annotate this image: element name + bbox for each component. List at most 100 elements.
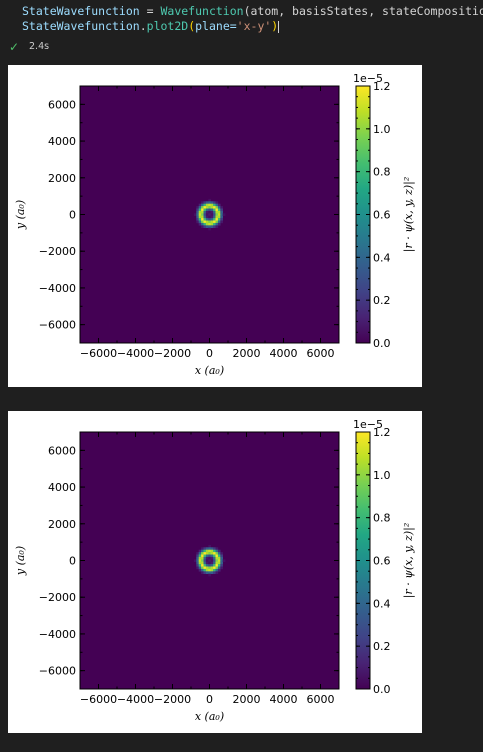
heatmap-cell — [196, 554, 199, 558]
heatmap-cell — [203, 222, 207, 226]
code-arguments: (atom, basisStates, stateComposition) — [243, 4, 483, 18]
colorbar-tick-label: 1.0 — [373, 469, 391, 482]
heatmap-cell — [203, 566, 207, 570]
heatmap-cell — [210, 213, 214, 216]
heatmap-cell — [201, 568, 204, 572]
heatmap-cell — [203, 547, 207, 550]
heatmap-cell — [215, 213, 219, 216]
heatmap-cell — [215, 203, 219, 207]
y-axis-label: y (a₀) — [14, 546, 27, 576]
heatmap-cell — [213, 215, 216, 219]
heatmap-cell — [208, 225, 211, 228]
heatmap-svg: −6000 −4000 −2000 0 2000 4000 6000600040002000… — [14, 72, 416, 377]
heatmap-cell — [205, 201, 209, 204]
heatmap-cell — [203, 215, 207, 219]
heatmap-cell — [203, 564, 207, 567]
y-tick-label: 4000 — [48, 135, 76, 148]
heatmap-cell — [198, 559, 202, 562]
heatmap-cell — [201, 556, 204, 560]
heatmap-cell — [210, 552, 214, 555]
heatmap-cell — [201, 552, 204, 555]
heatmap-cell — [196, 206, 199, 209]
heatmap-cell — [198, 561, 202, 565]
heatmap-cell — [217, 215, 221, 219]
code-operator: = — [139, 4, 161, 18]
heatmap-cell — [220, 554, 223, 558]
x-tick-label: −2000 — [154, 693, 191, 706]
heatmap-cell — [210, 561, 214, 565]
heatmap-cell — [205, 203, 209, 207]
heatmap-cell — [215, 554, 219, 558]
heatmap-cell — [203, 559, 207, 562]
heatmap-cell — [203, 201, 207, 204]
heatmap-cell — [196, 552, 199, 555]
heatmap-cell — [210, 549, 214, 553]
heatmap-cell — [198, 556, 202, 560]
code-string: 'x-y' — [236, 19, 272, 33]
heatmap-cell — [201, 203, 204, 207]
x-tick-label: 0 — [206, 693, 213, 706]
heatmap-cell — [210, 554, 214, 558]
heatmap-cell — [198, 552, 202, 555]
heatmap-cell — [217, 568, 221, 572]
heatmap-cell — [201, 561, 204, 565]
colorbar-tick-label: 0.6 — [373, 555, 391, 568]
heatmap-cell — [198, 549, 202, 553]
colorbar-tick-label: 0.0 — [373, 337, 391, 350]
heatmap-cell — [208, 544, 211, 548]
heatmap-cell — [215, 218, 219, 221]
heatmap-cell — [205, 571, 209, 574]
heatmap-cell — [213, 559, 216, 562]
y-tick-label: 0 — [69, 209, 76, 222]
x-axis-label: x (a₀) — [195, 710, 224, 723]
y-tick-label: −2000 — [39, 245, 76, 258]
heatmap-cell — [220, 208, 223, 212]
heatmap-cell — [208, 198, 211, 202]
heatmap-cell — [210, 564, 214, 567]
heatmap-cell — [208, 556, 211, 560]
heatmap-cell — [205, 208, 209, 212]
heatmap-cell — [210, 208, 214, 212]
colorbar-label: |r · ψ(x, y, z)|² — [402, 177, 416, 253]
heatmap-cell — [196, 559, 199, 562]
heatmap-cell — [203, 554, 207, 558]
plot-figure-1: −6000 −4000 −2000 0 2000 4000 6000 6000 4000 2000… — [8, 65, 422, 387]
heatmap-cell — [208, 547, 211, 550]
heatmap-cell — [198, 206, 202, 209]
heatmap-cell — [210, 218, 214, 221]
heatmap-cell — [220, 210, 223, 214]
code-line-1[interactable]: StateWavefunction = Wavefunction(atom, b… — [22, 4, 483, 18]
heatmap-cell — [205, 213, 209, 216]
colorbar-tick-label: 0.8 — [373, 512, 391, 525]
heatmap-cell — [196, 215, 199, 219]
heatmap-cell — [208, 213, 211, 216]
heatmap-cell — [217, 566, 221, 570]
heatmap-cell — [196, 564, 199, 567]
x-tick-label: 0 — [206, 347, 213, 360]
heatmap-cell — [201, 547, 204, 550]
code-cell[interactable]: StateWavefunction = Wavefunction(atom, b… — [0, 0, 483, 34]
colorbar-scale-label: 1e−5 — [353, 418, 383, 431]
heatmap-cell — [198, 222, 202, 226]
code-keyword-arg: plane= — [195, 19, 237, 33]
heatmap-cell — [208, 227, 211, 231]
heatmap-cell — [220, 556, 223, 560]
heatmap-cell — [213, 201, 216, 204]
heatmap-cell — [220, 564, 223, 567]
heatmap-cell — [215, 564, 219, 567]
heatmap-cell — [217, 203, 221, 207]
x-tick-label: −4000 — [117, 693, 154, 706]
code-line-2[interactable]: StateWavefunction.plot2D(plane='x-y') — [22, 19, 280, 33]
heatmap-cell — [215, 549, 219, 553]
code-variable: StateWavefunction — [22, 4, 140, 18]
heatmap-cell — [215, 210, 219, 214]
heatmap-cell — [201, 564, 204, 567]
heatmap-cell — [213, 210, 216, 214]
heatmap-cell — [203, 225, 207, 228]
heatmap-cell — [217, 564, 221, 567]
x-tick-label: 6000 — [307, 347, 335, 360]
heatmap-cell — [208, 568, 211, 572]
x-tick-label: −6000 — [80, 347, 117, 360]
heatmap-cell — [201, 225, 204, 228]
text-cursor — [278, 20, 280, 33]
